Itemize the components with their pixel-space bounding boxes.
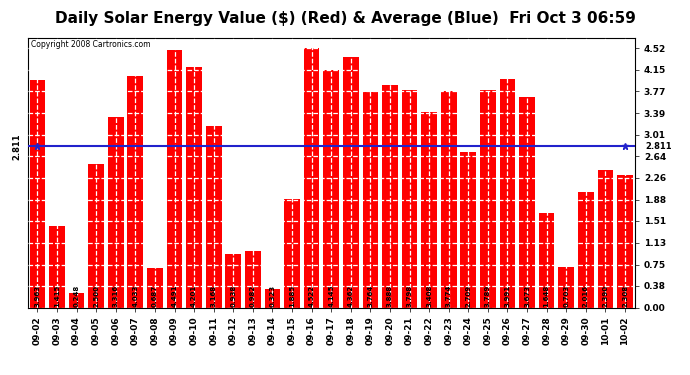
Bar [206, 126, 221, 308]
Bar [617, 175, 633, 308]
Text: 0.982: 0.982 [250, 285, 256, 307]
Text: 2.811: 2.811 [12, 133, 22, 160]
Text: 4.033: 4.033 [132, 285, 138, 307]
Text: 2.811: 2.811 [645, 142, 672, 151]
Bar [578, 192, 593, 308]
Text: Copyright 2008 Cartronics.com: Copyright 2008 Cartronics.com [30, 40, 150, 49]
Bar [69, 293, 84, 308]
Bar [88, 164, 104, 308]
Bar [422, 112, 437, 308]
Text: 0.703: 0.703 [563, 285, 569, 307]
Text: 3.764: 3.764 [367, 285, 373, 307]
Text: 3.408: 3.408 [426, 285, 432, 307]
Text: 4.145: 4.145 [328, 285, 334, 307]
Bar [128, 76, 143, 308]
Text: 0.687: 0.687 [152, 285, 158, 307]
Bar [30, 80, 46, 308]
Text: 2.016: 2.016 [583, 285, 589, 307]
Text: 3.991: 3.991 [504, 285, 511, 307]
Text: 2.500: 2.500 [93, 285, 99, 307]
Bar [558, 267, 574, 308]
Bar [362, 92, 378, 308]
Bar [186, 67, 202, 308]
Text: 1.648: 1.648 [544, 285, 550, 307]
Text: 3.798: 3.798 [406, 285, 413, 307]
Text: 2.390: 2.390 [602, 285, 609, 307]
Text: 2.308: 2.308 [622, 285, 628, 307]
Text: 3.316: 3.316 [112, 285, 119, 307]
Text: 3.673: 3.673 [524, 285, 530, 307]
Bar [460, 152, 476, 308]
Bar [382, 85, 398, 308]
Text: 0.938: 0.938 [230, 285, 236, 307]
Text: 2.709: 2.709 [465, 285, 471, 307]
Bar [147, 268, 163, 308]
Text: 1.415: 1.415 [54, 285, 60, 307]
Text: 4.362: 4.362 [348, 285, 354, 307]
Text: 3.789: 3.789 [485, 285, 491, 307]
Bar [245, 251, 261, 308]
Text: 3.774: 3.774 [446, 285, 452, 307]
Text: 4.201: 4.201 [191, 285, 197, 307]
Text: 4.522: 4.522 [308, 285, 315, 307]
Text: Daily Solar Energy Value ($) (Red) & Average (Blue)  Fri Oct 3 06:59: Daily Solar Energy Value ($) (Red) & Ave… [55, 11, 635, 26]
Text: 3.963: 3.963 [34, 285, 41, 307]
Bar [598, 171, 613, 308]
Bar [284, 200, 300, 308]
Bar [402, 90, 417, 308]
Bar [324, 70, 339, 308]
Text: 3.888: 3.888 [387, 285, 393, 307]
Bar [304, 48, 319, 308]
Text: 3.168: 3.168 [210, 285, 217, 307]
Bar [49, 226, 65, 308]
Bar [226, 254, 241, 308]
Bar [520, 97, 535, 308]
Text: 0.323: 0.323 [269, 285, 275, 307]
Text: 0.248: 0.248 [74, 285, 79, 307]
Bar [167, 50, 182, 308]
Bar [500, 79, 515, 308]
Bar [480, 90, 495, 308]
Bar [264, 289, 280, 308]
Bar [441, 91, 457, 308]
Text: 4.491: 4.491 [172, 284, 177, 307]
Bar [343, 57, 359, 308]
Bar [108, 117, 124, 308]
Text: 1.885: 1.885 [289, 285, 295, 307]
Bar [539, 213, 555, 308]
